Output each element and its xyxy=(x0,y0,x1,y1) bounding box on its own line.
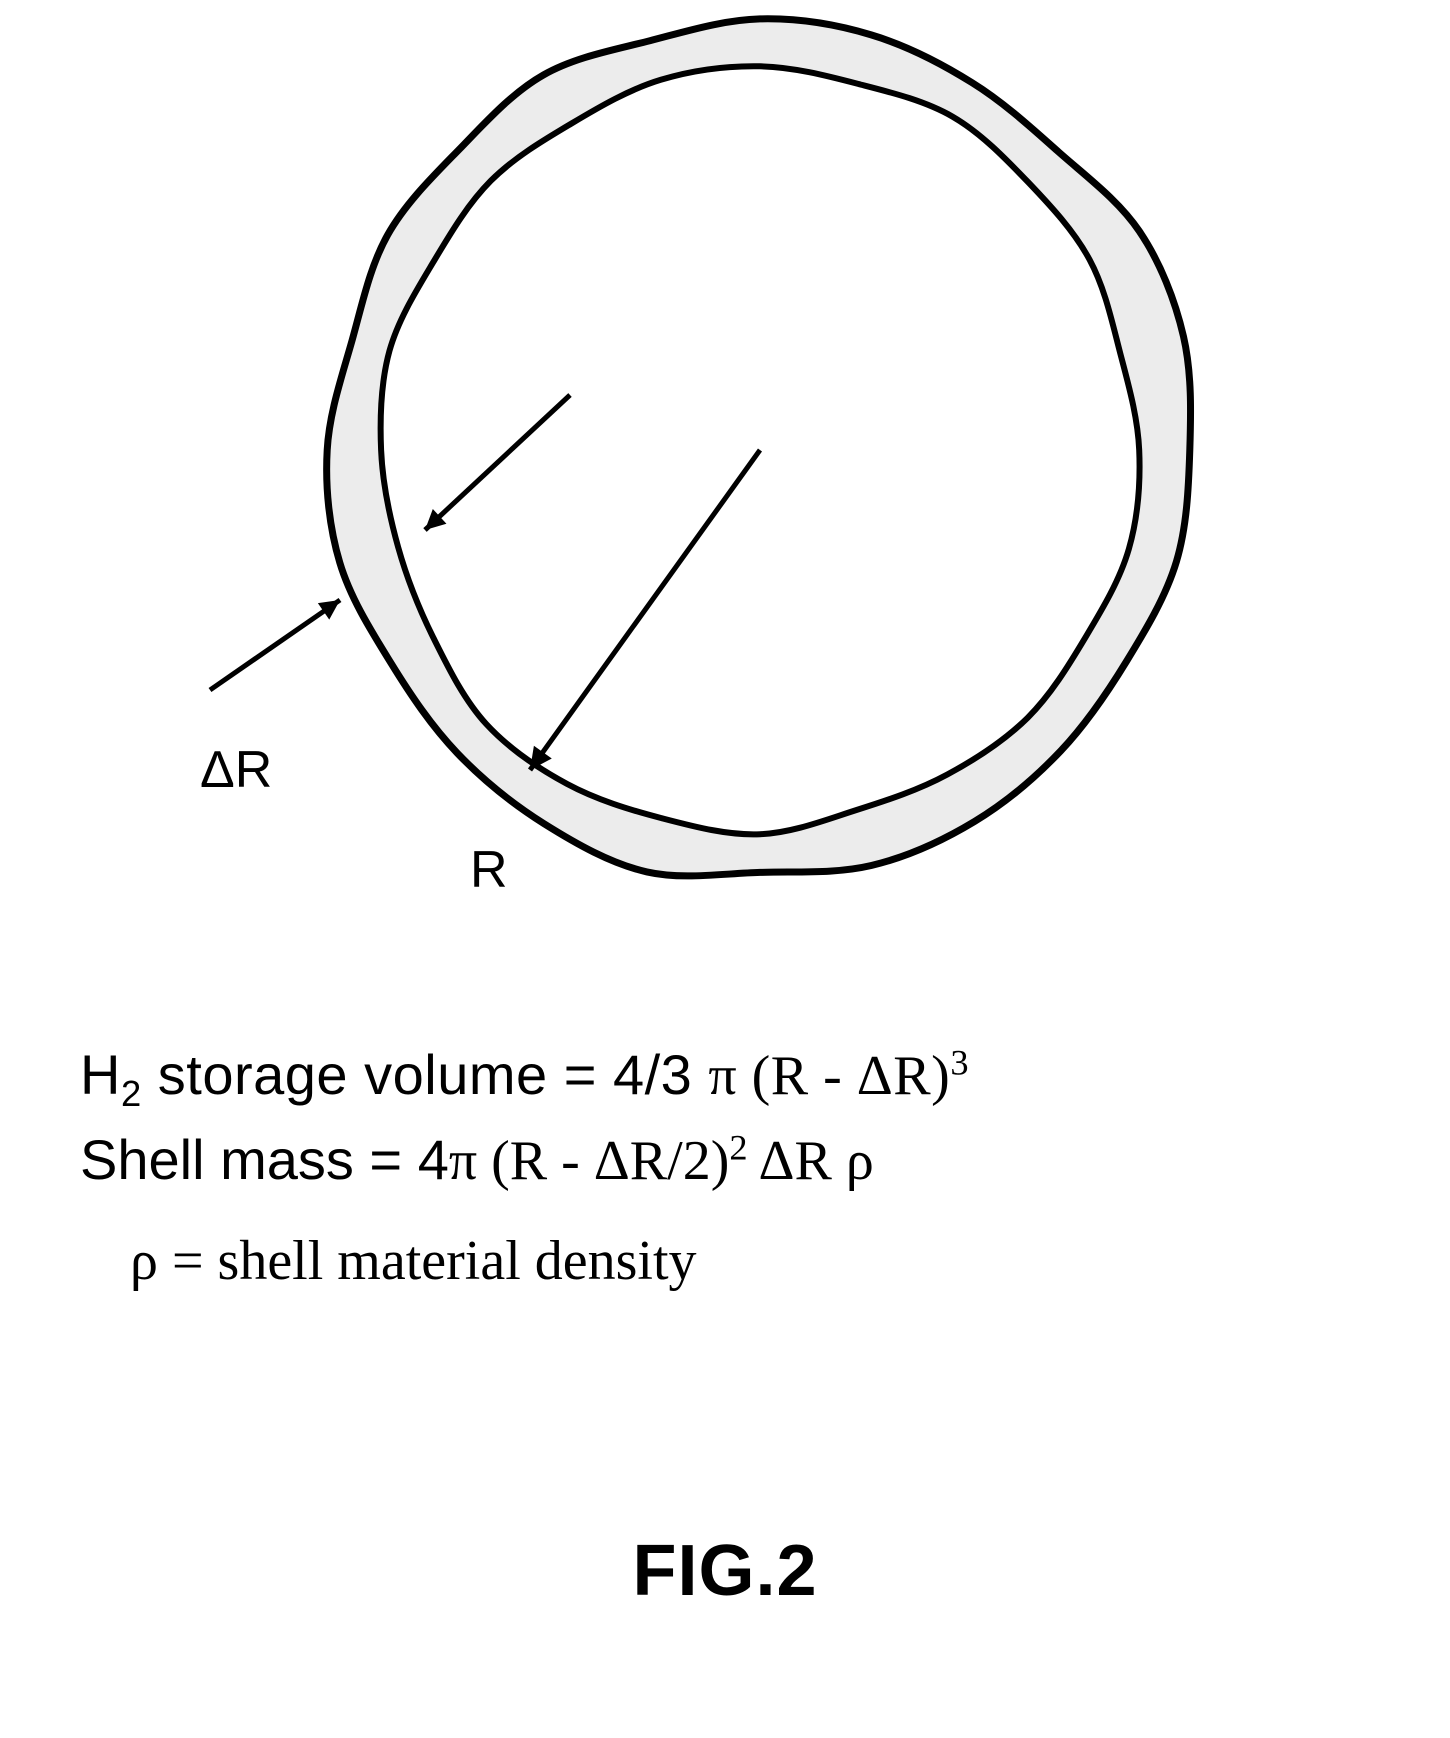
eq3-rhs: = shell material density xyxy=(158,1230,697,1292)
radius-label: R xyxy=(470,840,508,900)
figure-caption: FIG.2 xyxy=(0,1530,1450,1612)
eq1-sub: 2 xyxy=(121,1073,142,1114)
equation-storage-volume: H2 storage volume = 4/3 π (R - ΔR)3 xyxy=(80,1040,1370,1117)
eq2-pi: π xyxy=(449,1130,477,1192)
eq2-paren: (R - ΔR/2) xyxy=(477,1130,729,1192)
delta-r-label: ΔR xyxy=(200,740,272,800)
equation-shell-mass: Shell mass = 4π (R - ΔR/2)2 ΔR ρ xyxy=(80,1125,1370,1196)
eq2-tail: ΔR ρ xyxy=(748,1130,874,1192)
eq2-prefix: Shell mass = 4 xyxy=(80,1128,449,1191)
equation-density: ρ = shell material density xyxy=(80,1226,1370,1296)
eq1-h: H xyxy=(80,1043,121,1106)
eq3-lhs: ρ xyxy=(130,1230,158,1292)
eq1-mid: storage volume = 4/3 xyxy=(142,1043,709,1106)
equations-block: H2 storage volume = 4/3 π (R - ΔR)3 Shel… xyxy=(80,1040,1370,1296)
shell-diagram xyxy=(0,0,1450,1005)
eq1-sup: 3 xyxy=(950,1042,969,1082)
figure-canvas: ΔR R H2 storage volume = 4/3 π (R - ΔR)3… xyxy=(0,0,1450,1738)
eq2-sup: 2 xyxy=(729,1127,747,1167)
eq1-paren: (R - ΔR) xyxy=(737,1045,950,1107)
eq1-pi: π xyxy=(708,1045,737,1107)
delta-r-outer-arrow xyxy=(210,600,340,690)
